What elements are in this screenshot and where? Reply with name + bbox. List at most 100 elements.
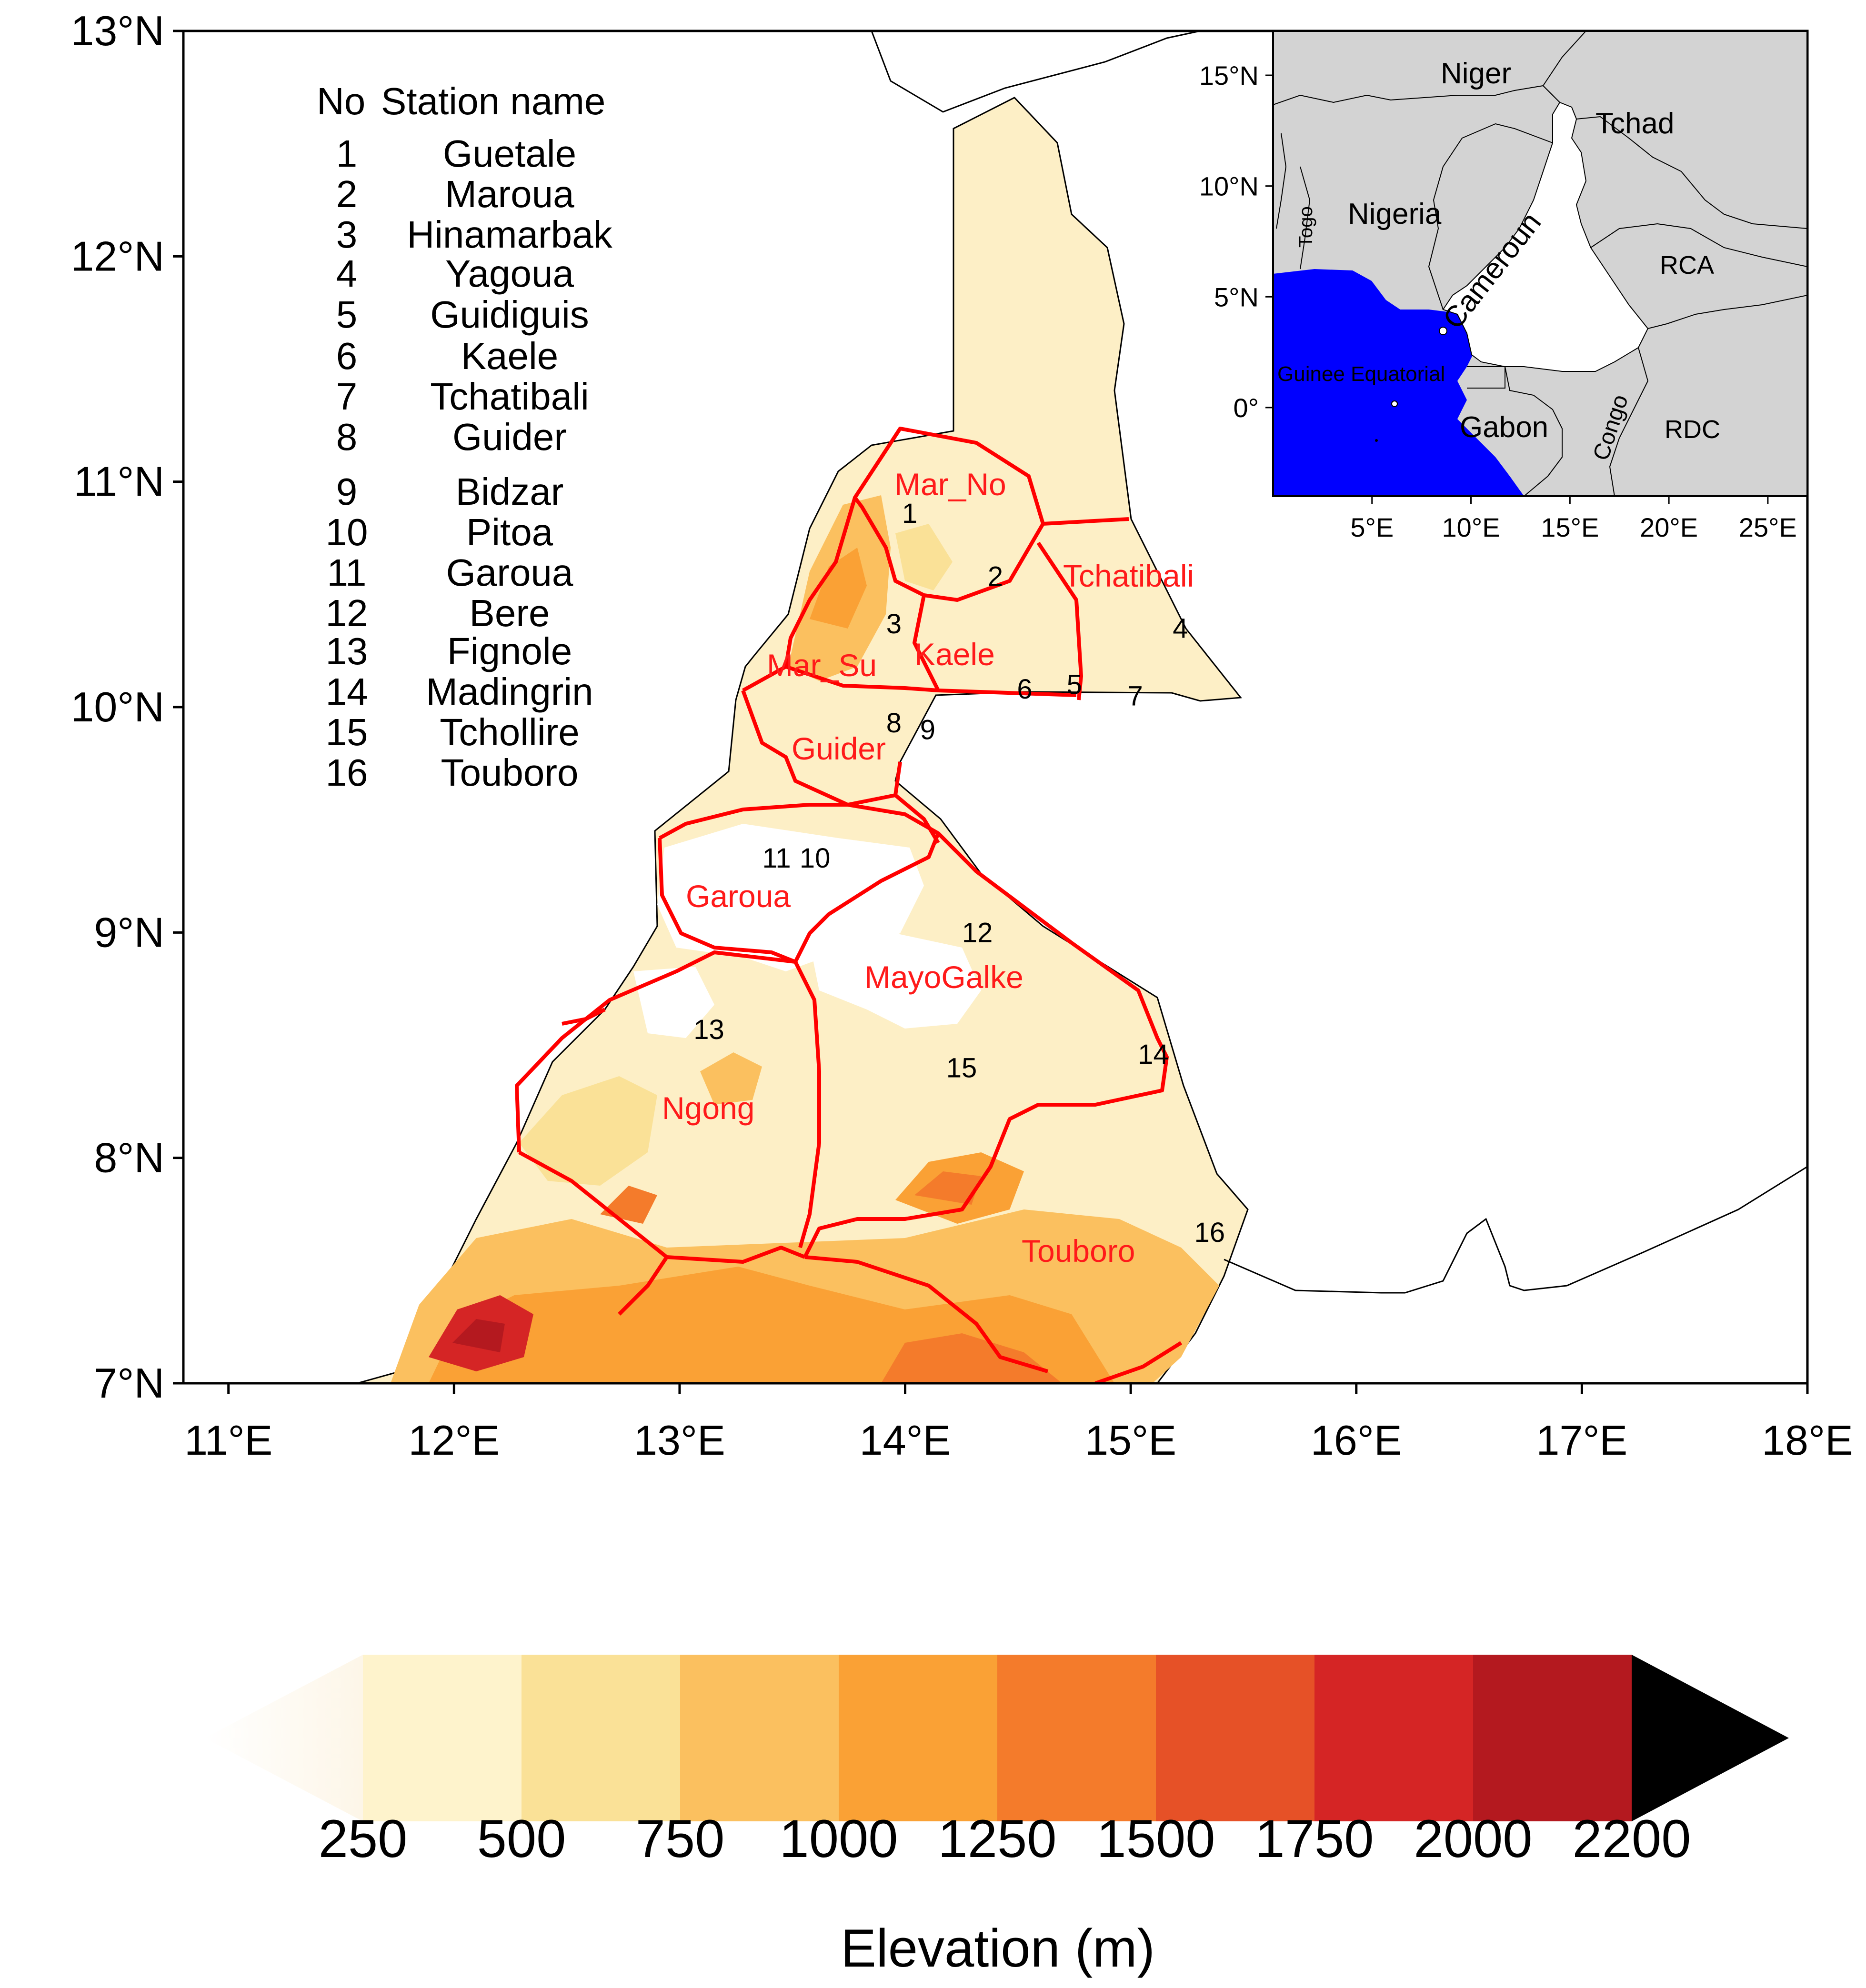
colorbar-tick-label: 500	[477, 1809, 566, 1868]
inset-longitude-axis: 5°E 10°E 15°E 20°E 25°E	[1350, 496, 1797, 542]
lat-tick-label: 10°N	[70, 683, 164, 730]
table-row-name: Madingrin	[426, 670, 593, 713]
colorbar-swatch	[1156, 1655, 1315, 1821]
inset-label-guinee-equatorial: Guinee Equatorial	[1277, 362, 1445, 386]
inset-label-niger: Niger	[1441, 57, 1511, 90]
station-table: No Station name 1 Guetale 2 Maroua 3 Hinamarb…	[317, 80, 613, 794]
inset-frame	[1272, 30, 1808, 497]
elevation-adamawa-2	[914, 1171, 981, 1205]
colorbar-swatch	[839, 1655, 998, 1821]
colorbar-tick-label: 1000	[779, 1809, 898, 1868]
station-number-label: 4	[1173, 613, 1188, 644]
colorbar-tick-label: 750	[636, 1809, 725, 1868]
station-number-label: 8	[886, 708, 902, 739]
lat-tick-label: 7°N	[94, 1359, 164, 1407]
inset-ocean	[1273, 269, 1524, 496]
table-row-no: 1	[336, 132, 358, 175]
table-row-name: Touboro	[441, 751, 578, 794]
colorbar-swatch	[680, 1655, 839, 1821]
table-row-name: Fignole	[447, 630, 572, 672]
inset-lat-tick-label: 10°N	[1199, 171, 1259, 201]
lon-tick-label: 17°E	[1536, 1417, 1627, 1464]
colorbar: 250 500 750 1000 1250 1500 1750 2000 2200 Elevat…	[205, 1655, 1789, 1978]
elevation-mandara-2	[810, 548, 867, 629]
colorbar-title: Elevation (m)	[841, 1918, 1155, 1978]
lowland-benue	[810, 933, 981, 1029]
main-map: Mar_No Tchatibali Mar_Su Kaele Guider Ga…	[357, 31, 1807, 1383]
colorbar-swatch	[1314, 1655, 1474, 1821]
region-label-guider: Guider	[792, 731, 886, 766]
colorbar-swatch	[997, 1655, 1156, 1821]
car-border	[1224, 1166, 1807, 1294]
table-row-name: Yagoua	[445, 252, 574, 295]
table-row-no: 4	[336, 252, 358, 295]
inset-island-sao-tome	[1391, 400, 1398, 407]
table-row-name: Kaele	[461, 335, 559, 377]
station-number-label: 11	[762, 843, 791, 874]
table-header-no: No	[317, 80, 365, 122]
inset-lon-tick-label: 15°E	[1541, 512, 1599, 542]
inset-country-borders	[1273, 31, 1807, 496]
inset-map: Niger Tchad Nigeria Togo Cameroun RCA Gu…	[1199, 30, 1808, 542]
inset-label-gabon: Gabon	[1460, 411, 1548, 444]
table-row-no: 14	[326, 670, 368, 713]
lowland-garoua	[657, 824, 924, 971]
station-number-label: 16	[1194, 1217, 1225, 1248]
lat-tick-label: 11°N	[74, 458, 164, 505]
lat-tick-label: 13°N	[70, 7, 164, 54]
table-row-name: Garoua	[446, 551, 573, 594]
table-row-no: 12	[326, 592, 368, 634]
inset-lon-tick-label: 5°E	[1350, 512, 1394, 542]
table-row-name: Tchollire	[440, 711, 579, 753]
table-row-name: Guider	[452, 416, 567, 458]
colorbar-swatch	[363, 1655, 522, 1821]
table-row-name: Hinamarbak	[407, 213, 612, 256]
station-number-label: 13	[693, 1014, 724, 1045]
station-number-label: 7	[1128, 680, 1143, 711]
table-row-no: 16	[326, 751, 368, 794]
table-row-no: 15	[326, 711, 368, 753]
station-number-label: 3	[886, 609, 902, 639]
colorbar-swatch	[522, 1655, 681, 1821]
region-label-ngong: Ngong	[662, 1090, 755, 1126]
lon-tick-label: 13°E	[634, 1417, 725, 1464]
region-boundaries	[515, 427, 1183, 1383]
table-row-no: 9	[336, 470, 358, 513]
lat-tick-label: 8°N	[94, 1134, 164, 1181]
station-number-label: 6	[1017, 674, 1032, 705]
table-row-no: 8	[336, 416, 358, 458]
colorbar-tick-label: 2200	[1572, 1809, 1691, 1868]
inset-island-annobon	[1375, 439, 1378, 442]
lon-tick-label: 18°E	[1762, 1417, 1853, 1464]
table-row-name: Guidiguis	[430, 293, 589, 336]
station-number-label: 14	[1138, 1039, 1169, 1070]
station-number-label: 15	[946, 1052, 977, 1083]
station-number-label: 12	[962, 917, 993, 948]
table-row-no: 2	[336, 173, 358, 215]
region-label-kaele: Kaele	[914, 637, 995, 672]
lon-tick-label: 16°E	[1311, 1417, 1402, 1464]
table-row-name: Bere	[470, 592, 550, 634]
table-row-no: 10	[326, 511, 368, 553]
cameroon-landmass	[357, 97, 1249, 1383]
table-row-name: Tchatibali	[430, 375, 589, 418]
station-number-label: 9	[920, 714, 935, 745]
elevation-sw-peak-2	[452, 1319, 505, 1352]
table-row-no: 11	[327, 551, 366, 594]
table-row-name: Pitoa	[466, 511, 553, 553]
table-row-no: 7	[336, 375, 358, 418]
region-label-garoua: Garoua	[686, 879, 791, 914]
lat-tick-label: 12°N	[70, 232, 164, 280]
table-row-no: 5	[336, 293, 358, 336]
colorbar-tick-label: 250	[319, 1809, 408, 1868]
region-label-mar-su: Mar_Su	[767, 648, 877, 683]
inset-lat-tick-label: 15°N	[1199, 60, 1259, 90]
colorbar-tick-label: 1250	[938, 1809, 1056, 1868]
station-number-label: 5	[1067, 669, 1082, 700]
elevation-south-3	[881, 1333, 1062, 1383]
lon-tick-label: 15°E	[1085, 1417, 1176, 1464]
region-label-touboro: Touboro	[1022, 1233, 1135, 1269]
inset-cameroon	[1442, 101, 1649, 372]
